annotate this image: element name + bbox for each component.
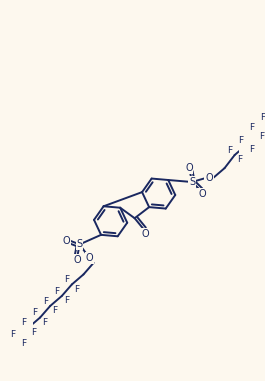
Text: O: O: [73, 255, 81, 265]
Text: F: F: [249, 123, 254, 132]
Text: F: F: [227, 146, 232, 155]
Text: F: F: [64, 275, 69, 284]
Text: S: S: [77, 239, 83, 250]
Text: O: O: [63, 235, 70, 245]
Text: F: F: [11, 330, 16, 339]
Text: F: F: [33, 308, 38, 317]
Text: F: F: [21, 339, 26, 348]
Text: F: F: [21, 318, 26, 327]
Text: O: O: [142, 229, 149, 239]
Text: F: F: [42, 318, 48, 327]
Text: F: F: [74, 285, 80, 294]
Text: F: F: [260, 113, 265, 122]
Text: F: F: [237, 155, 242, 164]
Text: O: O: [185, 163, 193, 173]
Text: O: O: [86, 253, 94, 263]
Text: F: F: [64, 296, 69, 305]
Text: S: S: [189, 177, 195, 187]
Text: F: F: [249, 145, 254, 154]
Text: F: F: [259, 132, 264, 141]
Text: F: F: [43, 296, 48, 306]
Text: O: O: [205, 173, 213, 183]
Text: F: F: [31, 328, 36, 337]
Text: F: F: [238, 136, 244, 145]
Text: F: F: [54, 287, 59, 296]
Text: O: O: [198, 189, 206, 199]
Text: F: F: [52, 306, 58, 315]
